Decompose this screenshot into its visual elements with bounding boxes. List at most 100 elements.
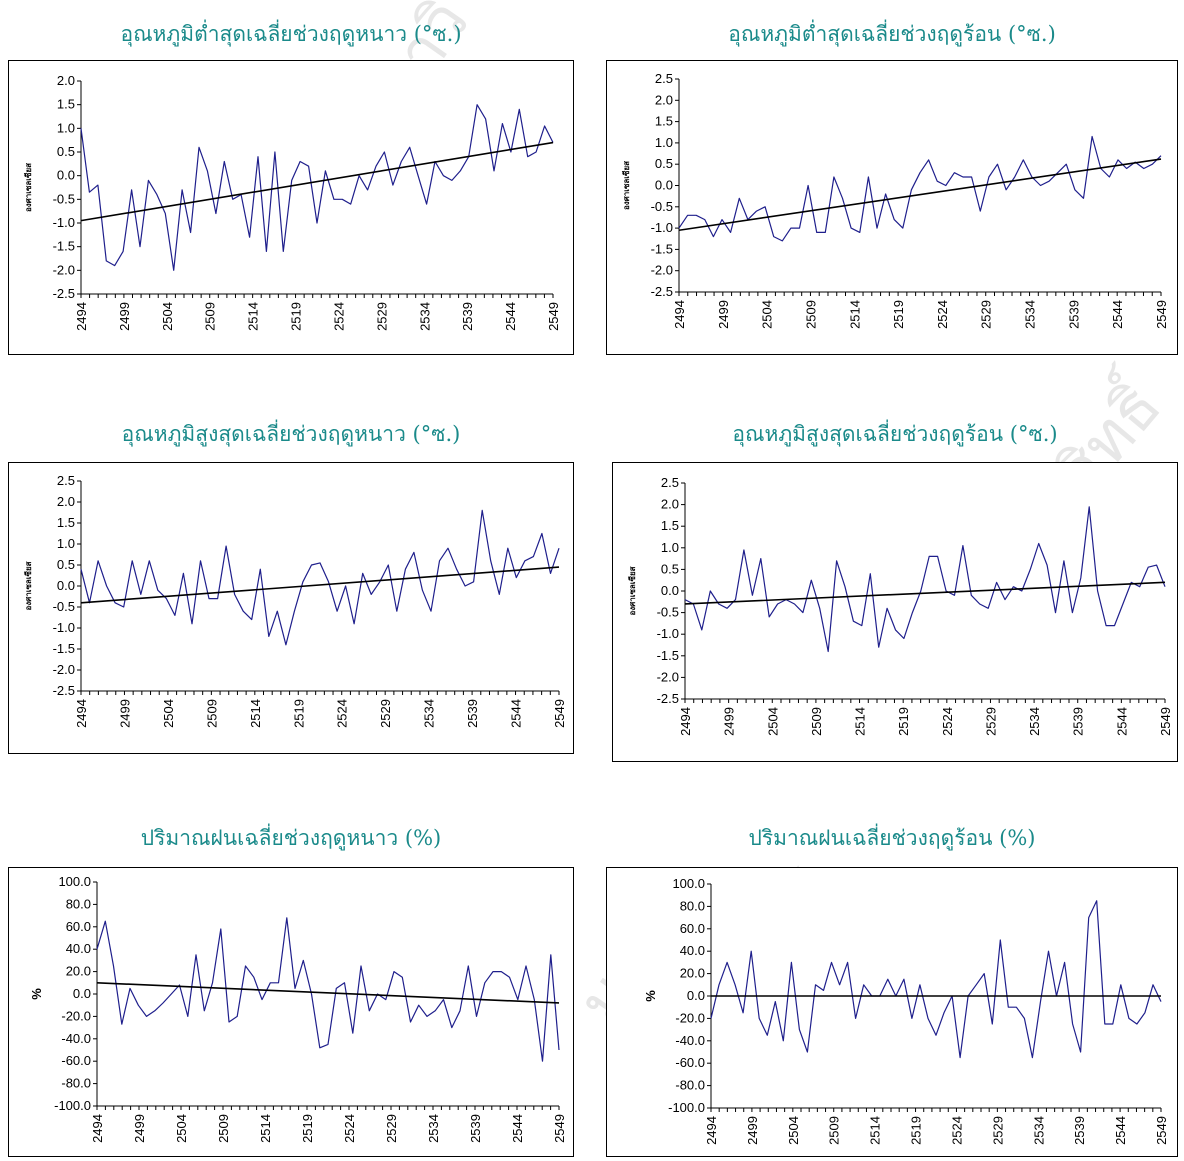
y-tick-label: -40.0 [675, 1033, 705, 1048]
y-tick-label: 2.5 [655, 71, 673, 86]
x-tick-label: 2549 [1158, 707, 1173, 736]
x-tick-label: 2519 [291, 699, 306, 728]
y-tick-label: -2.0 [53, 662, 75, 677]
chart-frame: 2.5 2.0 1.5 1.0 0.5 0.0 -0.5 -1.0 -1.5 -2.0 -2.5 อง… [8, 462, 574, 754]
y-tick-label: -2.5 [53, 286, 75, 301]
chart-panel-min-temp-winter: อุณหภูมิต่ำสุดเฉลี่ยช่วงฤดูหนาว (°ซ.) 2.… [8, 18, 574, 355]
x-tick-label: 2504 [161, 699, 176, 728]
x-tick-label: 2529 [990, 1116, 1005, 1145]
x-tick-label: 2499 [722, 707, 737, 736]
y-tick-label: 40.0 [680, 943, 705, 958]
x-tick-label: 2549 [552, 1114, 567, 1143]
x-tick-label: 2499 [716, 300, 731, 329]
chart-frame: 2.5 2.0 1.5 1.0 0.5 0.0 -0.5 -1.0 -1.5 -2.0 -2.5 อง… [612, 462, 1178, 762]
x-tick-label: 2509 [203, 302, 218, 331]
y-tick-label: -100.0 [668, 1100, 705, 1115]
y-tick-label: 2.5 [661, 475, 679, 490]
y-tick-label: 2.0 [57, 494, 75, 509]
line-chart: 2.5 2.0 1.5 1.0 0.5 0.0 -0.5 -1.0 -1.5 -2.0 -2.5 อง… [23, 473, 567, 728]
x-tick-label: 2499 [132, 1114, 147, 1143]
x-tick-label: 2524 [335, 699, 350, 728]
x-tick-label: 2494 [704, 1116, 719, 1145]
y-tick-label: 0.0 [687, 988, 705, 1003]
x-tick-label: 2524 [940, 707, 955, 736]
y-tick-label: -80.0 [61, 1076, 91, 1091]
chart-frame: 100.0 80.0 60.0 40.0 20.0 0.0 -20.0 -40.0 -60.0 -… [8, 867, 574, 1157]
x-tick-label: 2504 [765, 707, 780, 736]
y-tick-label: -60.0 [61, 1053, 91, 1068]
y-tick-label: 1.0 [57, 120, 75, 135]
y-tick-label: -20.0 [61, 1008, 91, 1023]
x-tick-label: 2514 [246, 302, 261, 331]
y-tick-label: -20.0 [675, 1010, 705, 1025]
x-tick-label: 2544 [1114, 707, 1129, 736]
x-tick-label: 2524 [342, 1114, 357, 1143]
y-tick-label: -1.5 [53, 641, 75, 656]
x-tick-label: 2524 [935, 300, 950, 329]
chart-panel-max-temp-winter: อุณหภูมิสูงสุดเฉลี่ยช่วงฤดูหนาว (°ซ.) 2.… [8, 418, 574, 754]
x-tick-label: 2519 [289, 302, 304, 331]
chart-frame: 100.0 80.0 60.0 40.0 20.0 0.0 -20.0 -40.0 -60.0 -… [606, 867, 1178, 1157]
data-series-line [80, 509, 560, 646]
x-tick-label: 2494 [90, 1114, 105, 1143]
x-tick-label: 2524 [331, 302, 346, 331]
data-series-line [80, 104, 554, 271]
y-tick-label: -0.5 [651, 199, 673, 214]
y-tick-label: -1.0 [657, 626, 679, 641]
y-axis-label: องศาเซลเซียส [627, 566, 637, 615]
x-tick-label: 2504 [174, 1114, 189, 1143]
y-tick-label: 80.0 [680, 898, 705, 913]
chart-title: อุณหภูมิสูงสุดเฉลี่ยช่วงฤดูหนาว (°ซ.) [121, 422, 461, 446]
data-series-line [684, 506, 1166, 653]
y-tick-label: 1.5 [57, 97, 75, 112]
line-chart: 100.0 80.0 60.0 40.0 20.0 0.0 -20.0 -40.0 -60.0 -… [29, 874, 567, 1143]
x-tick-label: 2544 [1110, 300, 1125, 329]
x-tick-label: 2539 [468, 1114, 483, 1143]
x-tick-label: 2529 [374, 302, 389, 331]
y-tick-label: -2.0 [657, 669, 679, 684]
y-tick-label: 2.5 [57, 473, 75, 488]
x-tick-label: 2529 [983, 707, 998, 736]
y-tick-label: 1.0 [57, 536, 75, 551]
x-tick-label: 2539 [1071, 707, 1086, 736]
chart-panel-rain-winter: ปริมาณฝนเฉลี่ยช่วงฤดูหนาว (%) 100.0 80.0 6… [8, 822, 574, 1157]
x-tick-label: 2514 [853, 707, 868, 736]
x-tick-label: 2519 [300, 1114, 315, 1143]
data-series-line [678, 135, 1162, 242]
x-tick-label: 2514 [258, 1114, 273, 1143]
chart-title: อุณหภูมิต่ำสุดเฉลี่ยช่วงฤดูร้อน (°ซ.) [728, 22, 1056, 46]
y-tick-label: -100.0 [54, 1098, 91, 1113]
y-tick-label: 100.0 [58, 874, 91, 889]
y-tick-label: -2.5 [53, 683, 75, 698]
y-tick-label: -0.5 [657, 605, 679, 620]
y-tick-label: 80.0 [66, 896, 91, 911]
x-tick-label: 2504 [160, 302, 175, 331]
data-series-line [96, 917, 560, 1062]
x-tick-label: 2539 [460, 302, 475, 331]
y-tick-label: -80.0 [675, 1078, 705, 1093]
y-tick-label: 60.0 [66, 919, 91, 934]
y-tick-label: -1.5 [53, 239, 75, 254]
x-tick-label: 2539 [1072, 1116, 1087, 1145]
y-tick-label: 1.5 [655, 114, 673, 129]
x-tick-label: 2534 [1031, 1116, 1046, 1145]
data-series-line [710, 900, 1162, 1059]
line-chart: 100.0 80.0 60.0 40.0 20.0 0.0 -20.0 -40.0 -60.0 -… [643, 876, 1169, 1145]
x-tick-label: 2539 [465, 699, 480, 728]
line-chart: 2.5 2.0 1.5 1.0 0.5 0.0 -0.5 -1.0 -1.5 -2.0 -2.5 อง… [621, 71, 1169, 329]
x-tick-label: 2499 [117, 699, 132, 728]
x-tick-label: 2509 [827, 1116, 842, 1145]
x-tick-label: 2514 [248, 699, 263, 728]
x-tick-label: 2504 [760, 300, 775, 329]
x-tick-label: 2549 [1154, 1116, 1169, 1145]
x-tick-label: 2534 [422, 699, 437, 728]
y-tick-label: 2.0 [57, 73, 75, 88]
y-tick-label: 2.0 [661, 497, 679, 512]
x-tick-label: 2499 [117, 302, 132, 331]
y-axis-label: % [643, 990, 658, 1002]
x-tick-label: 2509 [803, 300, 818, 329]
x-tick-label: 2519 [909, 1116, 924, 1145]
x-tick-label: 2514 [847, 300, 862, 329]
y-tick-label: 1.5 [661, 518, 679, 533]
y-tick-label: 0.0 [57, 168, 75, 183]
